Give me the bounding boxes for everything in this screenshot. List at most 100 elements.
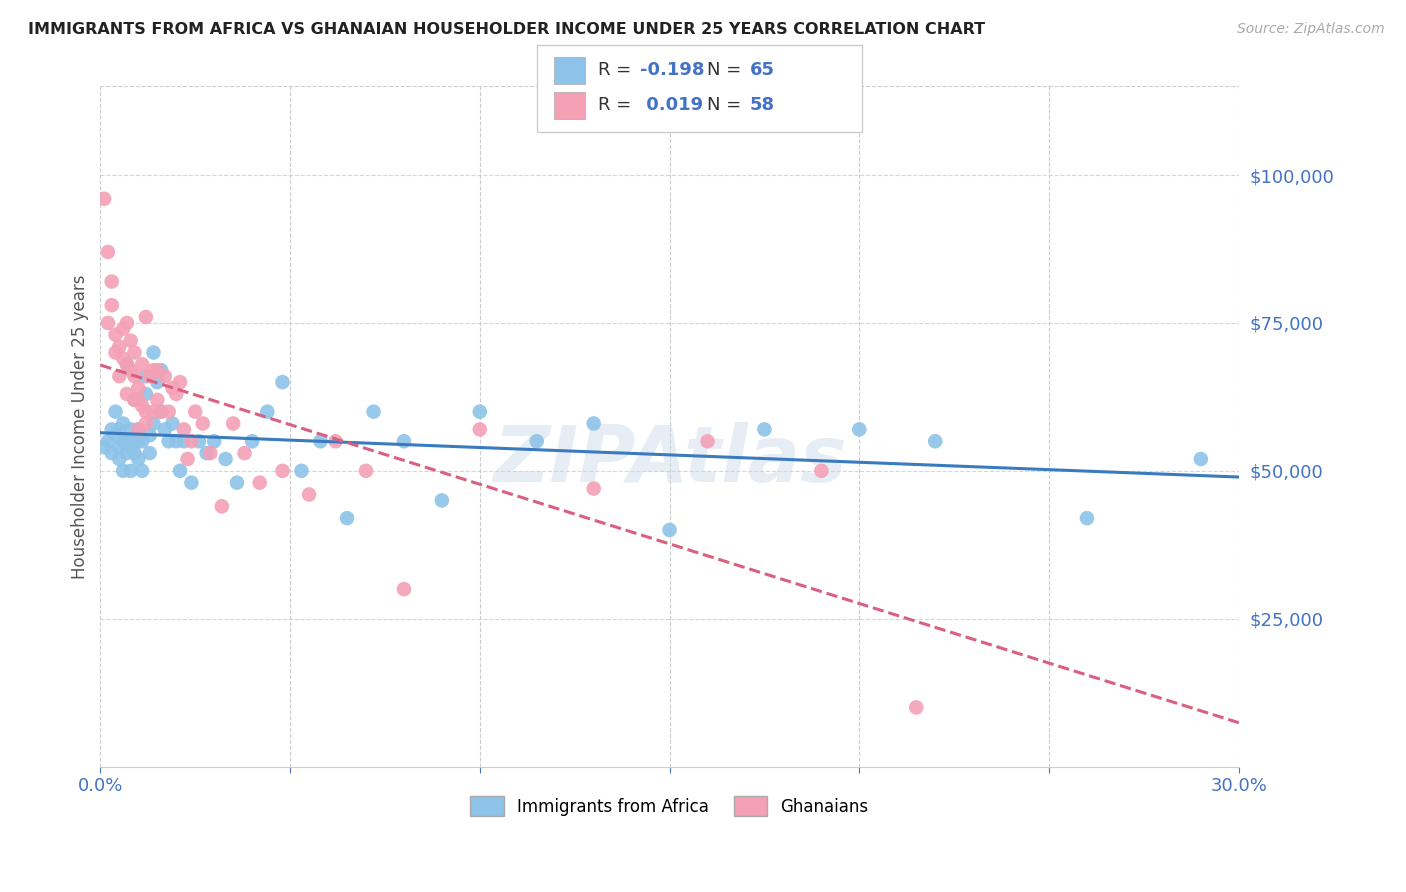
Point [249,475,271,490]
Point [112,322,135,336]
Point [112,434,135,449]
Text: R =: R = [598,62,637,79]
Point [468,405,491,419]
Point [115,446,138,460]
Point [131,357,153,371]
Point [271,375,294,389]
Point [169,464,191,478]
Text: N =: N = [707,62,747,79]
Point [162,381,184,395]
Point [298,487,321,501]
Point [214,452,236,467]
Point [135,369,157,384]
Point [93,192,115,206]
Point [696,434,718,449]
Y-axis label: Householder Income Under 25 years: Householder Income Under 25 years [72,274,89,579]
Point [108,369,131,384]
Point [131,399,153,413]
Point [176,452,198,467]
Point [115,316,138,330]
Point [142,417,165,431]
Point [100,275,122,289]
Text: 58: 58 [749,96,775,114]
Point [108,452,131,467]
Point [120,334,142,348]
Point [336,511,359,525]
Point [131,464,153,478]
Text: 65: 65 [749,62,775,79]
Point [169,375,191,389]
Point [120,422,142,436]
Point [1076,511,1098,525]
Point [112,464,135,478]
Point [135,387,157,401]
Point [104,405,127,419]
Text: Source: ZipAtlas.com: Source: ZipAtlas.com [1237,22,1385,37]
Point [138,428,160,442]
Point [392,582,415,596]
Text: ZIPAtlas: ZIPAtlas [494,423,846,499]
Point [124,369,146,384]
Point [188,434,211,449]
Point [146,363,169,377]
Point [115,434,138,449]
Point [150,363,173,377]
Text: IMMIGRANTS FROM AFRICA VS GHANAIAN HOUSEHOLDER INCOME UNDER 25 YEARS CORRELATION: IMMIGRANTS FROM AFRICA VS GHANAIAN HOUSE… [28,22,986,37]
Point [104,428,127,442]
Point [240,434,263,449]
Point [271,464,294,478]
Legend: Immigrants from Africa, Ghanaians: Immigrants from Africa, Ghanaians [464,789,876,822]
Point [138,446,160,460]
Point [200,446,222,460]
Point [153,369,176,384]
Point [180,434,202,449]
Point [363,405,385,419]
Point [290,464,312,478]
Point [100,422,122,436]
Point [658,523,681,537]
Point [180,475,202,490]
Point [115,357,138,371]
Point [157,405,180,419]
Point [354,464,377,478]
Point [430,493,453,508]
Point [108,440,131,454]
Point [211,500,233,514]
Point [905,700,928,714]
Text: 0.019: 0.019 [640,96,703,114]
Point [173,422,195,436]
Point [142,345,165,359]
Point [131,434,153,449]
Point [810,464,832,478]
Point [127,422,149,436]
Text: -0.198: -0.198 [640,62,704,79]
Text: R =: R = [598,96,637,114]
Point [108,422,131,436]
Point [135,417,157,431]
Point [120,464,142,478]
Point [135,310,157,324]
Point [165,387,187,401]
Point [184,405,207,419]
Point [392,434,415,449]
Text: N =: N = [707,96,747,114]
Point [104,345,127,359]
Point [162,417,184,431]
Point [150,405,173,419]
Point [582,482,605,496]
Point [142,405,165,419]
Point [124,345,146,359]
Point [202,434,225,449]
Point [173,434,195,449]
Point [124,392,146,407]
Point [112,351,135,366]
Point [97,244,120,259]
Point [142,363,165,377]
Point [127,392,149,407]
Point [127,434,149,449]
Point [150,405,173,419]
Point [165,434,187,449]
Point [924,434,946,449]
Point [138,369,160,384]
Point [233,446,256,460]
